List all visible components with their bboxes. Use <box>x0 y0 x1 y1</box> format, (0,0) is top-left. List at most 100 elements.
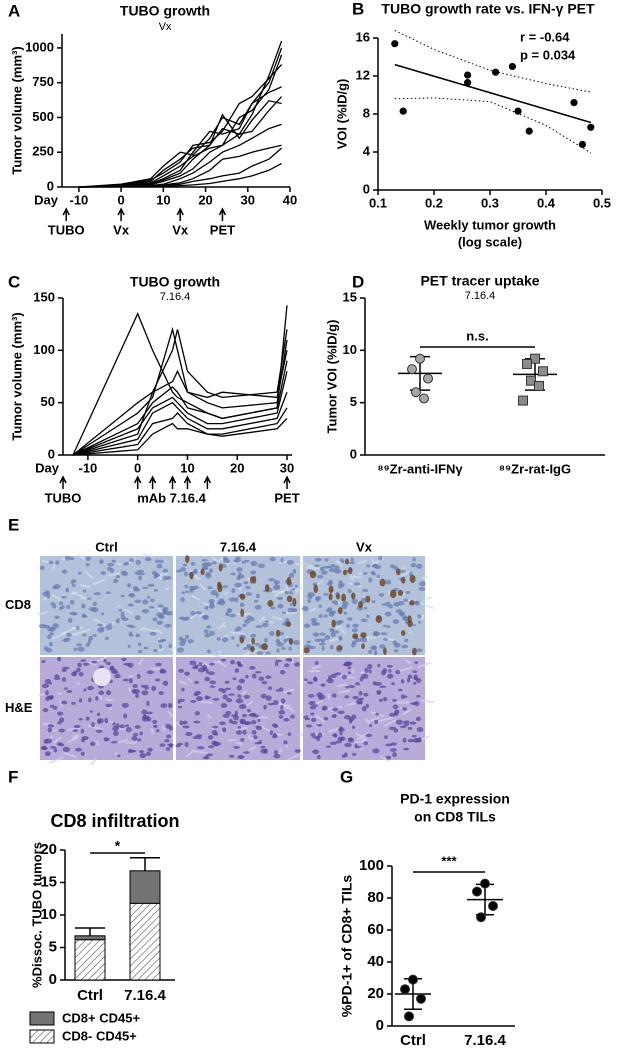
nucleus <box>141 717 149 722</box>
nucleus <box>115 575 120 579</box>
stroma-fiber <box>194 577 202 580</box>
x-tick-label: Ctrl <box>400 1032 426 1049</box>
nucleus <box>237 662 241 668</box>
growth-line <box>72 360 288 456</box>
nucleus <box>100 571 107 575</box>
nucleus <box>116 754 121 758</box>
x-tick-label: 20 <box>198 192 212 207</box>
x-tick-label: 10 <box>156 192 170 207</box>
stroma-fiber <box>365 634 371 642</box>
nucleus <box>265 675 272 679</box>
stroma-fiber <box>53 736 62 744</box>
cd8-cell <box>375 615 383 624</box>
nucleus <box>162 568 169 573</box>
stroma-fiber <box>422 596 432 602</box>
nucleus <box>66 689 73 693</box>
nucleus <box>348 717 354 722</box>
nucleus <box>393 642 401 648</box>
nucleus <box>269 630 275 637</box>
nucleus <box>330 564 336 568</box>
nucleus <box>141 709 148 715</box>
panel-letter: F <box>8 767 18 786</box>
nucleus <box>242 623 247 627</box>
stroma-fiber <box>203 661 210 668</box>
nucleus <box>399 725 407 729</box>
x-tick-label: 0 <box>117 192 124 207</box>
nucleus <box>269 556 276 562</box>
nucleus <box>137 649 143 654</box>
stroma-fiber <box>277 657 289 660</box>
nucleus <box>164 739 170 743</box>
nucleus <box>350 557 354 562</box>
nucleus <box>81 735 89 741</box>
x-tick-label: 30 <box>280 460 294 475</box>
nucleus <box>360 637 368 643</box>
dot <box>488 901 498 911</box>
nucleus <box>58 601 64 606</box>
stroma-fiber <box>71 734 80 740</box>
growth-line <box>78 100 282 188</box>
nucleus <box>220 703 228 709</box>
nucleus <box>334 630 339 634</box>
nucleus <box>155 662 162 667</box>
nucleus <box>414 661 418 665</box>
nucleus <box>145 711 153 715</box>
nucleus <box>368 649 372 655</box>
nucleus <box>355 682 360 686</box>
nucleus <box>372 748 380 754</box>
nucleus <box>65 555 71 561</box>
nucleus <box>402 615 408 621</box>
x-tick-label: 30 <box>241 192 255 207</box>
stroma-fiber <box>185 749 195 758</box>
nucleus <box>284 590 290 595</box>
nucleus <box>319 566 325 571</box>
nucleus <box>250 560 258 567</box>
nucleus <box>320 683 326 687</box>
chart-subtitle: Vx <box>159 21 172 33</box>
nucleus <box>137 738 142 742</box>
nucleus <box>283 717 290 722</box>
stroma-fiber <box>198 612 206 618</box>
nucleus <box>53 747 58 753</box>
nucleus <box>204 606 209 610</box>
micrograph-background <box>40 556 173 655</box>
stroma-fiber <box>277 703 291 710</box>
nucleus <box>361 673 369 679</box>
y-tick-label: 10 <box>343 342 357 357</box>
nucleus <box>255 725 262 729</box>
nucleus <box>53 676 61 680</box>
nucleus <box>81 614 88 618</box>
nucleus <box>43 645 48 651</box>
nucleus <box>367 663 373 670</box>
nucleus <box>176 569 183 573</box>
nucleus <box>328 567 336 572</box>
nucleus <box>316 723 323 727</box>
nucleus <box>391 682 396 686</box>
event-arrow <box>203 475 212 489</box>
nucleus <box>196 746 205 750</box>
stroma-fiber <box>230 631 246 636</box>
nucleus <box>237 726 242 729</box>
nucleus <box>39 565 45 570</box>
nucleus <box>322 705 328 711</box>
nucleus <box>228 754 235 758</box>
nucleus <box>242 713 247 718</box>
stroma-fiber <box>354 731 367 741</box>
stroma-fiber <box>380 755 390 762</box>
nucleus <box>419 581 426 587</box>
dot <box>419 393 429 404</box>
nucleus <box>152 724 158 729</box>
cd8-cell <box>264 584 270 592</box>
nucleus <box>376 574 381 578</box>
stroma-fiber <box>227 738 237 742</box>
cd8-cell <box>185 555 190 563</box>
stroma-fiber <box>116 562 124 566</box>
y-tick-label: 20 <box>40 841 57 858</box>
nucleus <box>239 718 246 725</box>
nucleus <box>204 676 210 682</box>
nucleus <box>162 606 169 613</box>
nucleus <box>159 669 167 674</box>
nucleus <box>162 680 169 686</box>
stroma-fiber <box>82 660 97 666</box>
y-tick-label: 0 <box>363 181 370 196</box>
